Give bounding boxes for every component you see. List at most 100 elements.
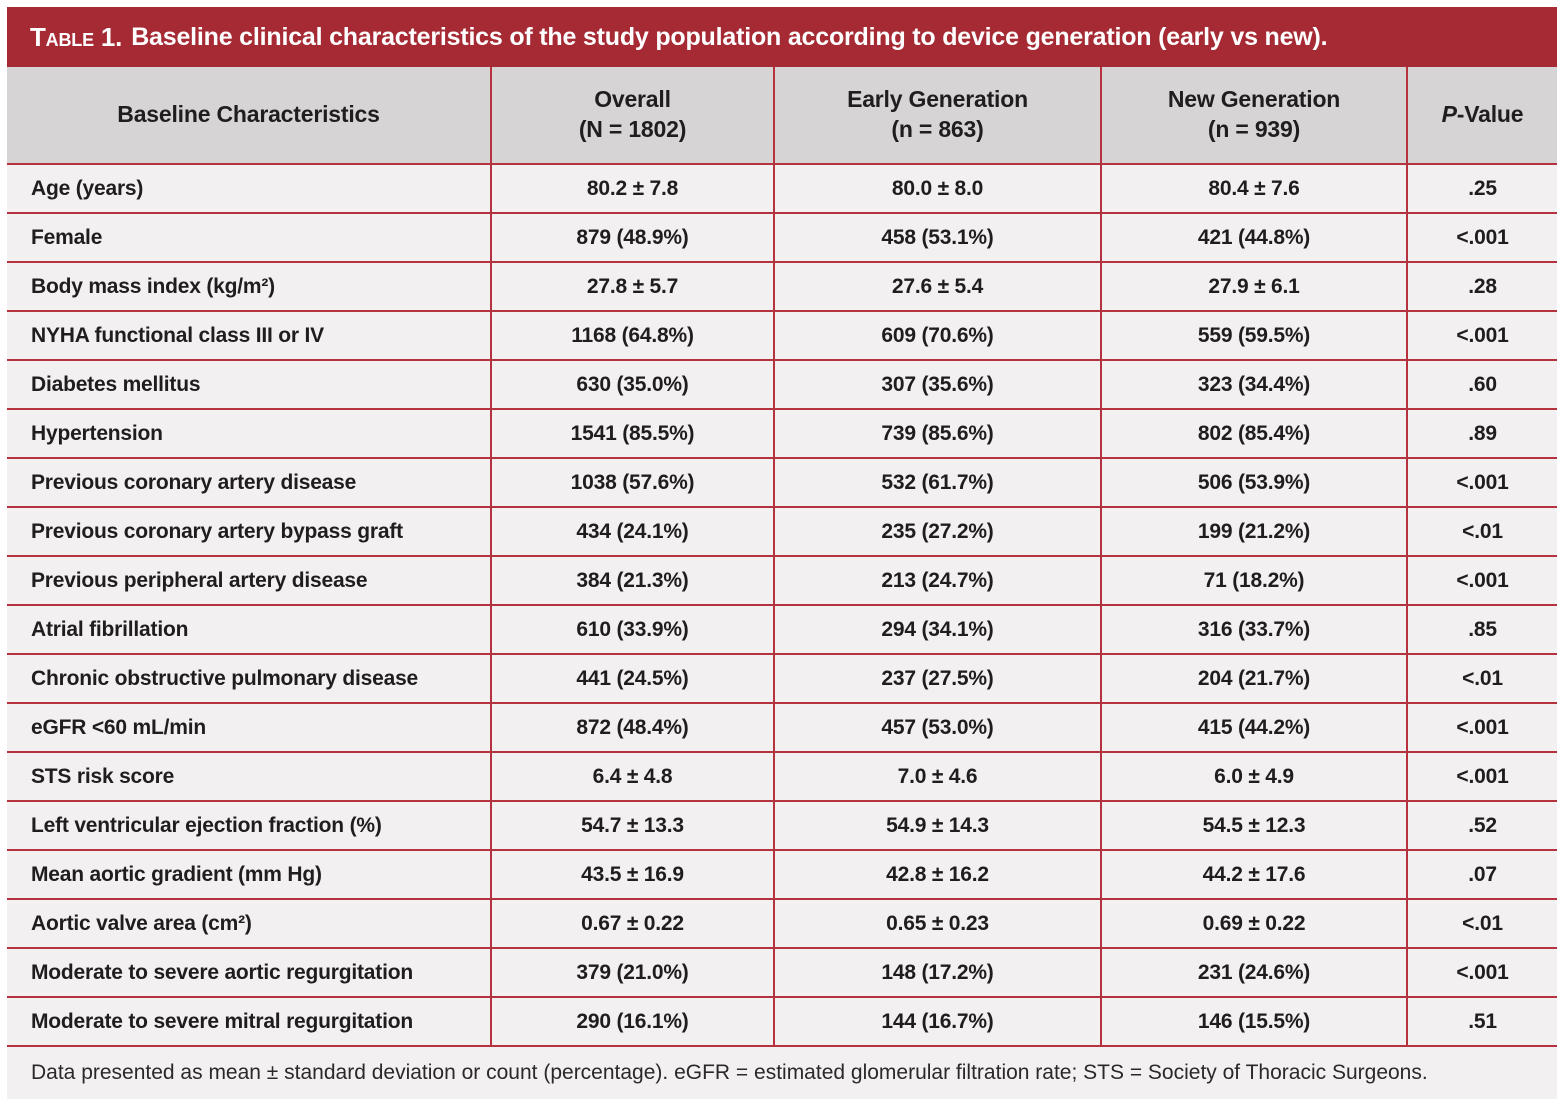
early-generation-value-cell: 80.0 ± 8.0 [775,165,1102,212]
new-generation-value-cell: 0.69 ± 0.22 [1102,900,1408,947]
p-value-rest: -Value [1456,101,1524,128]
new-generation-value-cell: 27.9 ± 6.1 [1102,263,1408,310]
table-row: eGFR <60 mL/min 872 (48.4%) 457 (53.0%) … [7,704,1557,753]
p-value-cell: .89 [1468,421,1497,445]
table-body: Age (years) 80.2 ± 7.8 80.0 ± 8.0 80.4 ±… [7,165,1557,1047]
new-generation-value-cell: 323 (34.4%) [1102,361,1408,408]
row-label-cell: Previous coronary artery bypass graft [7,508,492,555]
early-generation-value-cell: 54.9 ± 14.3 [775,802,1102,849]
table-row: NYHA functional class III or IV 1168 (64… [7,312,1557,361]
table-row: Moderate to severe aortic regurgitation … [7,949,1557,998]
new-generation-value-cell: 204 (21.7%) [1102,655,1408,702]
row-label-cell: Chronic obstructive pulmonary disease [7,655,492,702]
overall-value-cell: 434 (24.1%) [492,508,775,555]
table-row: Previous coronary artery disease 1038 (5… [7,459,1557,508]
early-generation-value-cell: 213 (24.7%) [775,557,1102,604]
row-label-cell: Previous peripheral artery disease [7,557,492,604]
table-row: Left ventricular ejection fraction (%) 5… [7,802,1557,851]
table-row: Previous peripheral artery disease 384 (… [7,557,1557,606]
p-value-cell: <.01 [1462,666,1503,690]
new-generation-value-cell: 80.4 ± 7.6 [1102,165,1408,212]
early-generation-value-cell: 237 (27.5%) [775,655,1102,702]
new-generation-value-cell: 71 (18.2%) [1102,557,1408,604]
row-label-cell: NYHA functional class III or IV [7,312,492,359]
early-generation-value-cell: 458 (53.1%) [775,214,1102,261]
table-row: Chronic obstructive pulmonary disease 44… [7,655,1557,704]
early-generation-value-cell: 7.0 ± 4.6 [775,753,1102,800]
early-generation-value-cell: 609 (70.6%) [775,312,1102,359]
table-row: Hypertension 1541 (85.5%) 739 (85.6%) 80… [7,410,1557,459]
table-header-row: Baseline Characteristics Overall (N = 18… [7,67,1557,165]
header-early-generation: Early Generation (n = 863) [775,67,1102,163]
overall-value-cell: 27.8 ± 5.7 [492,263,775,310]
header-baseline-characteristics: Baseline Characteristics [7,67,492,163]
p-value-cell: <.001 [1456,764,1509,788]
row-label-cell: Body mass index (kg/m²) [7,263,492,310]
overall-value-cell: 290 (16.1%) [492,998,775,1045]
p-value-cell: <.01 [1462,519,1503,543]
table-row: Age (years) 80.2 ± 7.8 80.0 ± 8.0 80.4 ±… [7,165,1557,214]
new-generation-value-cell: 316 (33.7%) [1102,606,1408,653]
early-generation-value-cell: 532 (61.7%) [775,459,1102,506]
header-new-generation: New Generation (n = 939) [1102,67,1408,163]
p-value-cell: .51 [1468,1009,1497,1033]
p-value-cell: .85 [1468,617,1497,641]
new-generation-value-cell: 54.5 ± 12.3 [1102,802,1408,849]
baseline-characteristics-table: Table 1. Baseline clinical characteristi… [7,7,1557,1099]
early-generation-value-cell: 27.6 ± 5.4 [775,263,1102,310]
early-generation-value-cell: 42.8 ± 16.2 [775,851,1102,898]
row-label-cell: Previous coronary artery disease [7,459,492,506]
new-generation-value-cell: 559 (59.5%) [1102,312,1408,359]
table-row: Female 879 (48.9%) 458 (53.1%) 421 (44.8… [7,214,1557,263]
row-label-cell: Atrial fibrillation [7,606,492,653]
p-value-cell: .60 [1468,372,1497,396]
new-generation-value-cell: 44.2 ± 17.6 [1102,851,1408,898]
overall-value-cell: 54.7 ± 13.3 [492,802,775,849]
table-row: Moderate to severe mitral regurgitation … [7,998,1557,1047]
new-generation-value-cell: 802 (85.4%) [1102,410,1408,457]
row-label-cell: eGFR <60 mL/min [7,704,492,751]
table-row: Mean aortic gradient (mm Hg) 43.5 ± 16.9… [7,851,1557,900]
new-generation-value-cell: 415 (44.2%) [1102,704,1408,751]
early-generation-value-cell: 148 (17.2%) [775,949,1102,996]
p-value-cell: <.001 [1456,960,1509,984]
early-generation-value-cell: 0.65 ± 0.23 [775,900,1102,947]
overall-value-cell: 879 (48.9%) [492,214,775,261]
p-value-cell: .28 [1468,274,1497,298]
overall-value-cell: 1168 (64.8%) [492,312,775,359]
new-generation-value-cell: 199 (21.2%) [1102,508,1408,555]
header-overall: Overall (N = 1802) [492,67,775,163]
early-generation-value-cell: 144 (16.7%) [775,998,1102,1045]
overall-value-cell: 441 (24.5%) [492,655,775,702]
overall-value-cell: 379 (21.0%) [492,949,775,996]
p-value-cell: .07 [1468,862,1497,886]
row-label-cell: Moderate to severe aortic regurgitation [7,949,492,996]
row-label-cell: Mean aortic gradient (mm Hg) [7,851,492,898]
p-value-italic-p: P [1441,101,1457,128]
overall-value-cell: 630 (35.0%) [492,361,775,408]
overall-value-cell: 872 (48.4%) [492,704,775,751]
table-row: Diabetes mellitus 630 (35.0%) 307 (35.6%… [7,361,1557,410]
row-label-cell: Female [7,214,492,261]
early-generation-value-cell: 235 (27.2%) [775,508,1102,555]
new-generation-value-cell: 506 (53.9%) [1102,459,1408,506]
p-value-cell: <.001 [1456,568,1509,592]
new-generation-value-cell: 231 (24.6%) [1102,949,1408,996]
overall-value-cell: 0.67 ± 0.22 [492,900,775,947]
table-row: Body mass index (kg/m²) 27.8 ± 5.7 27.6 … [7,263,1557,312]
early-generation-value-cell: 307 (35.6%) [775,361,1102,408]
overall-value-cell: 1541 (85.5%) [492,410,775,457]
p-value-cell: <.001 [1456,715,1509,739]
p-value-cell: <.001 [1456,470,1509,494]
p-value-cell: <.001 [1456,323,1509,347]
overall-value-cell: 6.4 ± 4.8 [492,753,775,800]
overall-value-cell: 43.5 ± 16.9 [492,851,775,898]
table-row: Atrial fibrillation 610 (33.9%) 294 (34.… [7,606,1557,655]
row-label-cell: STS risk score [7,753,492,800]
overall-value-cell: 384 (21.3%) [492,557,775,604]
table-row: Aortic valve area (cm²) 0.67 ± 0.22 0.65… [7,900,1557,949]
row-label-cell: Age (years) [7,165,492,212]
new-generation-value-cell: 421 (44.8%) [1102,214,1408,261]
new-generation-value-cell: 6.0 ± 4.9 [1102,753,1408,800]
table-number-label: Table 1. [30,21,123,52]
